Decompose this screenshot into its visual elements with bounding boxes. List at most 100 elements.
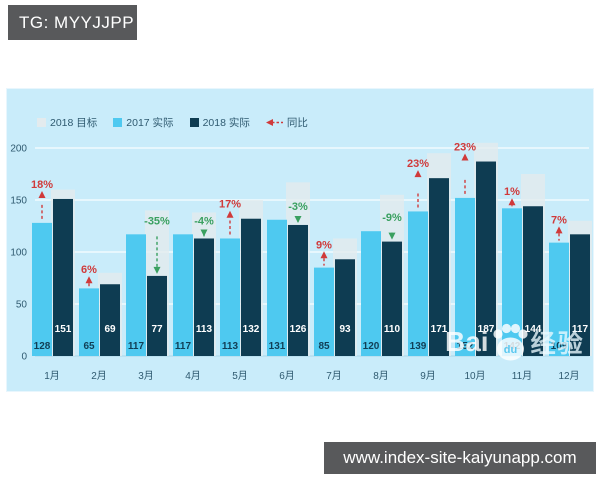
bar-2018-6月 — [288, 224, 308, 356]
legend-item-2018-actual[interactable]: 2018 实际 — [189, 115, 250, 130]
bar-2018-10月 — [476, 161, 496, 356]
bar-2018-7月 — [335, 259, 355, 356]
yoy-label-1月: 18% — [31, 179, 53, 191]
yoy-label-3月: -35% — [144, 215, 170, 227]
yoy-arrowhead-down-3月 — [153, 266, 161, 274]
value-2018-5月: 132 — [243, 324, 260, 335]
legend-label-2018-target: 2018 目标 — [50, 117, 98, 129]
legend-item-2017-actual[interactable]: 2017 实际 — [113, 115, 174, 130]
x-tick-1月: 1月 — [44, 370, 60, 382]
bar-2018-2月 — [100, 284, 120, 356]
yoy-arrowhead-up-11月 — [508, 198, 516, 206]
yoy-label-11月: 1% — [504, 186, 520, 198]
yoy-arrowhead-up-12月 — [555, 226, 563, 234]
value-2017-6月: 131 — [269, 341, 286, 352]
site-url-box: www.index-site-kaiyunapp.com — [324, 442, 596, 474]
x-tick-4月: 4月 — [185, 370, 201, 382]
x-tick-2月: 2月 — [91, 370, 107, 382]
legend-swatch-2018-target-icon — [37, 118, 46, 127]
yoy-arrowhead-up-1月 — [38, 190, 46, 198]
bar-2018-1月 — [53, 198, 73, 356]
value-2018-1月: 151 — [55, 324, 72, 335]
value-2018-10月: 187 — [478, 324, 495, 335]
yoy-arrowhead-up-9月 — [414, 170, 422, 178]
legend-label-2017-actual: 2017 实际 — [126, 117, 174, 129]
value-2017-12月: 109 — [551, 341, 568, 352]
bar-2017-1月 — [32, 222, 52, 356]
yoy-label-10月: 23% — [454, 142, 476, 154]
bar-2017-2月 — [79, 288, 99, 356]
value-2017-4月: 117 — [175, 341, 192, 352]
value-2017-8月: 120 — [363, 341, 380, 352]
yoy-label-2月: 6% — [81, 264, 97, 276]
bar-2017-6月 — [267, 219, 287, 356]
value-2018-12月: 117 — [572, 324, 589, 335]
y-tick-100: 100 — [10, 248, 27, 259]
chart-panel: 2018 目标 2017 实际 2018 实际 同比 0 50 100 150 200 1… — [6, 88, 594, 392]
x-tick-12月: 12月 — [558, 370, 579, 382]
bar-2018-4月 — [194, 238, 214, 356]
value-2017-10月: 152 — [457, 341, 474, 352]
bar-2017-9月 — [408, 211, 428, 356]
legend-label-yoy: 同比 — [286, 117, 308, 129]
value-2018-9月: 171 — [431, 324, 448, 335]
value-2018-8月: 110 — [384, 324, 401, 335]
value-2017-7月: 85 — [318, 341, 330, 352]
value-2017-2月: 65 — [83, 341, 95, 352]
bar-2017-5月 — [220, 238, 240, 356]
yoy-arrow-icon — [265, 119, 283, 126]
y-tick-0: 0 — [21, 352, 27, 363]
yoy-arrowhead-up-2月 — [85, 276, 93, 284]
value-2017-5月: 113 — [222, 341, 239, 352]
bar-2017-4月 — [173, 234, 193, 356]
yoy-label-7月: 9% — [316, 239, 332, 251]
x-tick-5月: 5月 — [232, 370, 248, 382]
tag-text: TG: MYYJJPP — [19, 12, 135, 32]
x-tick-9月: 9月 — [420, 370, 436, 382]
bar-2018-12月 — [570, 234, 590, 356]
value-2017-3月: 117 — [128, 341, 145, 352]
bar-2017-3月 — [126, 234, 146, 356]
y-tick-50: 50 — [16, 300, 28, 311]
yoy-arrowhead-up-7月 — [320, 251, 328, 259]
value-2018-2月: 69 — [104, 324, 116, 335]
value-2018-7月: 93 — [339, 324, 351, 335]
value-2018-11月: 144 — [525, 324, 542, 335]
legend-item-yoy[interactable]: 同比 — [265, 115, 308, 130]
bar-2018-5月 — [241, 218, 261, 356]
value-2018-4月: 113 — [196, 324, 213, 335]
yoy-label-5月: 17% — [219, 199, 241, 211]
legend-swatch-2017-actual-icon — [113, 118, 123, 127]
x-tick-6月: 6月 — [279, 370, 295, 382]
bar-2017-11月 — [502, 208, 522, 356]
bar-2018-8月 — [382, 241, 402, 356]
bar-2017-7月 — [314, 267, 334, 356]
x-tick-11月: 11月 — [512, 370, 532, 382]
value-2017-11月: 142 — [504, 341, 521, 352]
x-tick-10月: 10月 — [464, 370, 485, 382]
bar-2018-9月 — [429, 178, 449, 356]
legend-item-2018-target[interactable]: 2018 目标 — [37, 115, 97, 130]
value-2018-3月: 77 — [151, 324, 163, 335]
monthly-bar-chart: 0 50 100 150 200 128 151 1月 18% 65 69 2月 6% 117 77 3月 -3… — [10, 142, 592, 382]
x-tick-3月: 3月 — [138, 370, 154, 382]
yoy-label-9月: 23% — [407, 158, 429, 170]
tag-box: TG: MYYJJPP — [8, 5, 137, 40]
y-tick-150: 150 — [10, 196, 27, 207]
yoy-label-12月: 7% — [551, 214, 567, 226]
yoy-label-8月: -9% — [382, 212, 402, 224]
bar-2017-8月 — [361, 231, 381, 356]
yoy-arrowhead-down-8月 — [388, 232, 396, 240]
bar-2017-10月 — [455, 197, 475, 356]
legend-label-2018-actual: 2018 实际 — [202, 117, 250, 129]
yoy-arrowhead-up-5月 — [226, 210, 234, 218]
value-2018-6月: 126 — [290, 324, 307, 335]
value-2017-1月: 128 — [34, 341, 51, 352]
yoy-arrowhead-up-10月 — [461, 153, 469, 161]
yoy-label-6月: -3% — [288, 201, 308, 213]
bar-2018-11月 — [523, 206, 543, 356]
yoy-arrowhead-down-6月 — [294, 215, 302, 223]
x-tick-8月: 8月 — [373, 370, 389, 382]
x-tick-7月: 7月 — [326, 370, 342, 382]
